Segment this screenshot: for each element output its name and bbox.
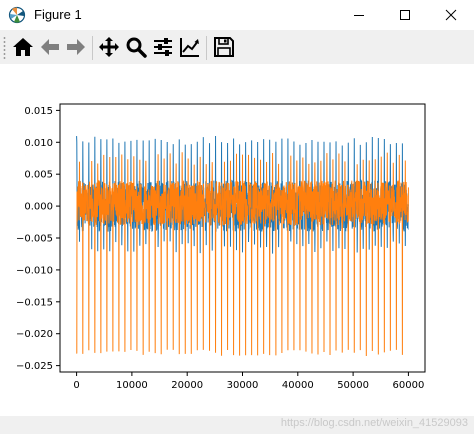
- x-tick-label: 30000: [227, 380, 259, 391]
- watermark-text: https://blog.csdn.net/weixin_41529093: [280, 417, 468, 429]
- figure-canvas[interactable]: 0 10000 20000 30000 40000 50000 60000 0.015 0.01…: [0, 64, 474, 416]
- configure-subplots-button[interactable]: [150, 34, 176, 60]
- back-arrow-icon: [41, 39, 59, 55]
- x-tick-label: 20000: [171, 380, 203, 391]
- close-button[interactable]: [428, 0, 474, 30]
- x-tick-label: 10000: [116, 380, 148, 391]
- title-bar: Figure 1: [0, 0, 474, 30]
- zoom-magnifier-icon: [126, 37, 147, 58]
- y-tick-label: 0.000: [24, 202, 53, 213]
- x-tick-label: 60000: [393, 380, 425, 391]
- window-title: Figure 1: [34, 7, 82, 22]
- edit-axes-icon: [180, 38, 199, 57]
- forward-arrow-icon: [67, 39, 85, 55]
- close-icon: [445, 9, 457, 21]
- home-icon: [13, 38, 33, 56]
- toolbar-separator: [206, 36, 207, 60]
- y-tick-label: 0.010: [24, 138, 53, 149]
- toolbar-separator: [92, 36, 93, 60]
- edit-axes-button[interactable]: [177, 34, 203, 60]
- y-tick-label: −0.005: [16, 234, 53, 245]
- series-line-2: [76, 152, 409, 356]
- x-tick-label: 0: [73, 380, 79, 391]
- x-tick-label: 40000: [282, 380, 314, 391]
- back-button[interactable]: [37, 34, 63, 60]
- series-line-1: [76, 136, 409, 254]
- subplots-config-icon: [154, 38, 172, 56]
- navigation-toolbar: [0, 30, 474, 65]
- save-button[interactable]: [211, 34, 237, 60]
- y-tick-label: 0.005: [24, 170, 53, 181]
- x-tick-label: 50000: [337, 380, 369, 391]
- pan-button[interactable]: [96, 34, 122, 60]
- save-floppy-icon: [214, 37, 234, 57]
- pan-move-icon: [99, 37, 119, 57]
- y-tick-label: −0.015: [16, 297, 53, 308]
- y-tick-label: −0.020: [16, 329, 53, 340]
- y-tick-label: −0.010: [16, 265, 53, 276]
- y-tick-label: −0.025: [16, 361, 53, 372]
- forward-button[interactable]: [63, 34, 89, 60]
- minimize-icon: [354, 15, 364, 16]
- zoom-button[interactable]: [123, 34, 149, 60]
- minimize-button[interactable]: [336, 0, 382, 30]
- y-tick-label: 0.015: [24, 106, 53, 117]
- status-bar: https://blog.csdn.net/weixin_41529093: [0, 416, 474, 434]
- matplotlib-icon: [8, 6, 26, 24]
- maximize-button[interactable]: [382, 0, 428, 30]
- maximize-icon: [400, 10, 410, 20]
- line-plot[interactable]: 0 10000 20000 30000 40000 50000 60000 0.015 0.01…: [0, 64, 474, 416]
- home-button[interactable]: [10, 34, 36, 60]
- toolbar-grip: [3, 36, 6, 60]
